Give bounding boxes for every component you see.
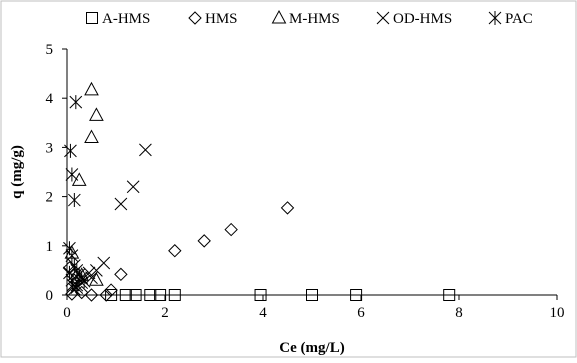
y-tick-label: 0 — [46, 288, 54, 304]
data-point-m-hms — [84, 129, 99, 144]
series-a-hms — [105, 289, 456, 301]
legend-item-od-hms: OD-HMS — [376, 11, 452, 27]
data-point-pac — [69, 95, 83, 110]
y-tick-label: 1 — [46, 239, 54, 255]
data-point-od-hms — [67, 282, 81, 296]
data-point-a-hms — [154, 289, 167, 301]
x-tick-label: 0 — [63, 305, 71, 321]
x-axis-ticks: 0 2 4 6 8 10 — [63, 295, 565, 321]
y-tick-label: 3 — [46, 140, 54, 156]
data-point-hms — [280, 201, 295, 215]
x-tick-label: 8 — [455, 305, 463, 321]
data-point-a-hms — [168, 289, 181, 301]
series-pac — [63, 95, 91, 295]
data-point-pac — [70, 280, 84, 295]
data-point-a-hms — [254, 289, 267, 301]
data-point-pac — [77, 274, 91, 289]
data-point-m-hms — [89, 107, 104, 121]
y-axis-ticks: 0 1 2 3 4 5 — [46, 42, 67, 304]
data-point-pac — [64, 143, 77, 158]
legend-marker-hms — [188, 11, 202, 25]
legend-label: OD-HMS — [393, 11, 452, 27]
legend-marker-pac — [488, 11, 502, 25]
data-point-hms — [104, 283, 118, 297]
data-point-a-hms — [119, 289, 132, 301]
y-tick-label: 4 — [46, 91, 54, 107]
data-point-a-hms — [306, 289, 318, 301]
legend-item-hms: HMS — [188, 11, 238, 27]
data-point-hms — [99, 288, 113, 302]
data-point-hms — [114, 267, 128, 282]
x-tick-label: 6 — [357, 305, 365, 321]
legend-item-m-hms: M-HMS — [271, 9, 340, 27]
data-point-a-hms — [350, 289, 363, 301]
data-point-od-hms — [114, 197, 128, 211]
data-point-hms — [224, 222, 238, 237]
y-tick-label: 5 — [46, 42, 54, 58]
x-axis-title: Ce (mg/L) — [279, 340, 344, 356]
data-point-m-hms — [84, 81, 99, 96]
legend-item-a-hms: A-HMS — [86, 11, 150, 27]
legend-item-pac: PAC — [488, 11, 533, 27]
data-points — [62, 81, 456, 302]
data-point-pac — [65, 273, 79, 288]
y-tick-label: 2 — [46, 190, 54, 206]
data-point-hms — [197, 234, 211, 248]
data-point-a-hms — [129, 289, 142, 301]
y-axis-title: q (mg/g) — [9, 145, 25, 199]
data-point-od-hms — [139, 143, 152, 157]
data-point-a-hms — [105, 289, 118, 301]
data-point-a-hms — [144, 289, 157, 301]
legend-label: HMS — [205, 11, 238, 27]
data-point-pac — [67, 193, 81, 208]
data-point-od-hms — [90, 264, 103, 277]
legend-label: A-HMS — [102, 11, 150, 27]
legend-label: PAC — [505, 11, 533, 27]
legend-marker-m-hms — [271, 9, 287, 24]
x-tick-label: 2 — [161, 305, 169, 321]
data-point-a-hms — [443, 289, 456, 301]
data-point-m-hms — [71, 172, 87, 186]
legend-marker-a-hms — [86, 12, 98, 24]
legend: A-HMS HMS M-HMS OD-HMS PAC — [86, 9, 533, 27]
data-point-pac — [65, 248, 79, 263]
data-point-od-hms — [126, 180, 140, 194]
data-point-pac — [65, 167, 79, 182]
x-tick-label: 10 — [550, 305, 565, 321]
legend-marker-od-hms — [376, 11, 390, 25]
data-point-hms — [84, 288, 99, 302]
legend-label: M-HMS — [289, 11, 340, 27]
x-tick-label: 4 — [259, 305, 267, 321]
data-point-hms — [168, 244, 182, 258]
